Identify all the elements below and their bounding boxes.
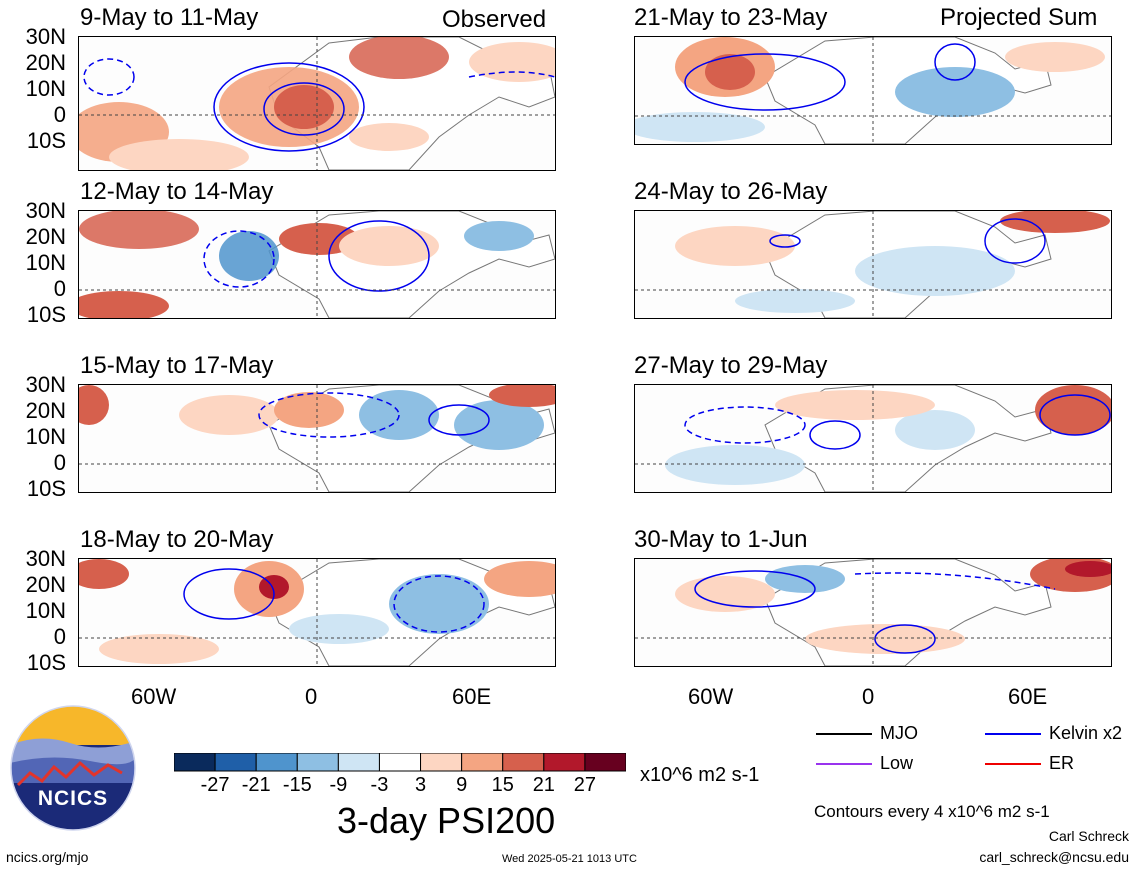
lon-label: 0 [305,684,318,709]
colorbar-tick: 9 [456,774,468,796]
lat-label: 20N [25,572,66,597]
colorbar-swatch [378,752,422,772]
lat-label: 10S [26,476,66,501]
lat-label: 30N [25,546,66,571]
colorbar-tick: 27 [573,774,597,796]
panel-title-1: 9-May to 11-May [80,4,259,31]
colorbar-tick: -15 [282,774,312,796]
colorbar-tick: -21 [241,774,271,796]
legend-label-low: Low [880,753,914,773]
panel-tag-observed: Observed [442,6,547,33]
site-link[interactable]: ncics.org/mjo [6,849,89,865]
lon-label: 60W [131,684,177,709]
map-panel-8 [634,558,1112,667]
colorbar-swatch [337,752,380,772]
lat-label: 10N [25,424,66,449]
legend-label-kelvin: Kelvin x2 [1049,723,1123,743]
lat-label: 10S [26,650,66,675]
lat-label: 10N [25,250,66,275]
lat-label: 10N [25,76,66,101]
lat-label: 20N [25,398,66,423]
legend-line-kelvin [985,733,1041,735]
timestamp: Wed 2025-05-21 1013 UTC [502,853,637,865]
legend-line-mjo [816,733,872,735]
lon-label: 60E [452,684,492,709]
colorbar-units: x10^6 m2 s-1 [640,764,760,786]
legend-label-mjo: MJO [880,723,918,743]
lat-label: 30N [25,24,66,49]
lat-label: 0 [53,624,66,649]
panel-title-2: 12-May to 14-May [80,178,274,205]
colorbar-swatch [461,752,504,772]
colorbar-tick: -9 [329,774,348,796]
colorbar-tick: 3 [414,774,427,796]
panel-title-3: 15-May to 17-May [80,352,274,379]
ncics-logo: NCICS [10,705,136,831]
lat-label: 10S [26,302,66,327]
map-panel-5 [634,36,1112,145]
map-panel-3 [78,384,556,493]
panel-tag-projected: Projected Sum [940,4,1098,31]
colorbar-swatch [214,752,257,772]
map-panel-6 [634,210,1112,319]
map-panel-4 [78,558,556,667]
colorbar-tick: 21 [532,774,555,796]
colorbar-swatch [420,752,463,772]
lat-label: 10S [26,128,66,153]
author-name: Carl Schreck [1048,828,1129,844]
panel-title-8: 30-May to 1-Jun [634,526,808,553]
legend-line-er [985,763,1041,765]
legend-line-low [816,763,872,765]
map-panel-1 [78,36,556,171]
colorbar-swatch [502,752,545,772]
colorbar-swatch [255,752,298,772]
colorbar-swatch [173,752,216,772]
lat-label: 0 [53,450,66,475]
lon-label: 60E [1008,684,1048,709]
lon-label: 0 [862,684,875,709]
lon-label: 60W [688,684,734,709]
map-panel-7 [634,384,1112,493]
panel-title-5: 21-May to 23-May [634,4,828,31]
panel-title-6: 24-May to 26-May [634,178,828,205]
map-panel-2 [78,210,556,319]
author-email: carl_schreck@ncsu.edu [979,849,1129,865]
contour-note: Contours every 4 x10^6 m2 s-1 [814,802,1050,821]
colorbar-tick: -27 [200,774,230,796]
lat-label: 30N [25,372,66,397]
colorbar-swatch [543,752,586,772]
lat-label: 30N [25,198,66,223]
lat-label: 10N [25,598,66,623]
lat-label: 20N [25,50,66,75]
lat-label: 0 [53,102,66,127]
panel-title-7: 27-May to 29-May [634,352,828,379]
lat-label: 0 [53,276,66,301]
panel-title-4: 18-May to 20-May [80,526,274,553]
colorbar [173,752,627,777]
colorbar-tick: -3 [370,774,389,796]
colorbar-swatch [296,752,339,772]
legend-label-er: ER [1049,753,1075,773]
logo-text: NCICS [37,787,109,810]
colorbar-title: 3-day PSI200 [337,800,556,841]
lat-label: 20N [25,224,66,249]
colorbar-swatch [584,752,627,772]
colorbar-tick: 15 [491,774,514,796]
